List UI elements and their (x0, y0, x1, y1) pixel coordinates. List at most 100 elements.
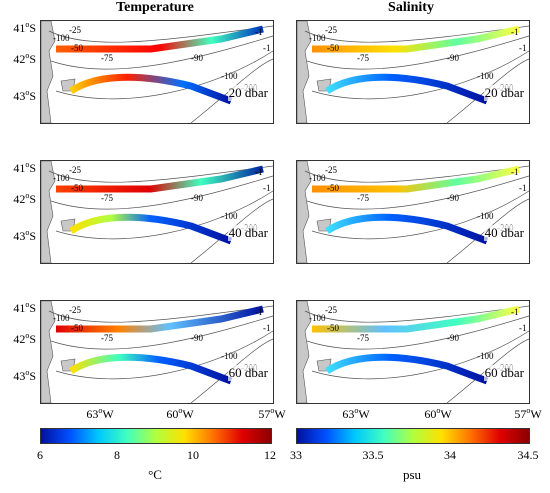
temp-tick: 8 (114, 448, 120, 462)
contour-label: -1 (263, 43, 271, 53)
transect-south (69, 73, 233, 105)
depth-contour (446, 338, 529, 403)
contour-label: -100 (53, 33, 70, 43)
land-mass (297, 301, 312, 403)
contour-label: -90 (191, 53, 203, 63)
depth-contour (55, 50, 273, 100)
contour-label: -50 (71, 183, 83, 193)
contour-label: -50 (71, 43, 83, 53)
depth-contour (304, 305, 529, 323)
depth-contour (311, 50, 529, 100)
contour-label: -75 (101, 53, 113, 63)
temperature-column-title: Temperature (116, 0, 194, 15)
lon-label: 60oW (424, 406, 452, 421)
depth-contour (48, 25, 273, 43)
contour-label: -1 (263, 183, 271, 193)
temp-60-map: -100-50-75-90-100-200-1-1-25 (41, 301, 273, 403)
contour-label: -100 (221, 71, 238, 81)
transect-north (56, 305, 264, 333)
sal-40-map: -100-50-75-90-100-200-1-1-25 (297, 161, 529, 263)
temp-unit: °C (148, 467, 162, 482)
depth-label: 40 dbar (227, 225, 269, 241)
depth-contour (50, 175, 273, 210)
sal-tick: 34.5 (517, 448, 539, 462)
contour-label: -25 (325, 165, 337, 175)
contour-label: -50 (327, 323, 339, 333)
depth-contour (311, 330, 529, 380)
depth-contour (306, 35, 529, 70)
temperature-colorbar (40, 428, 272, 444)
transect-north (312, 165, 520, 193)
land-mass (297, 21, 312, 123)
contour-label: -25 (325, 305, 337, 315)
transect-south (69, 213, 233, 245)
map-panel-sal-40: -100-50-75-90-100-200-1-1-25 40 dbar (296, 160, 530, 264)
lon-label: 57oW (258, 406, 286, 421)
lat-label: 41oS (13, 300, 36, 315)
contour-label: -50 (71, 323, 83, 333)
depth-contour (55, 190, 273, 240)
depth-contour (306, 175, 529, 210)
depth-contour (50, 35, 273, 70)
depth-contour (446, 198, 529, 263)
depth-contour (304, 165, 529, 183)
temp-tick: 10 (187, 448, 199, 462)
contour-label: -100 (221, 351, 238, 361)
sal-60-map: -100-50-75-90-100-200-1-1-25 (297, 301, 529, 403)
lat-label: 42oS (13, 331, 36, 346)
depth-contour (50, 315, 273, 350)
contour-label: -1 (511, 27, 519, 37)
map-panel-temp-40: -100-50-75-90-100-200-1-1-25 40 dbar (40, 160, 274, 264)
map-panel-sal-60: -100-50-75-90-100-200-1-1-25 60 dbar (296, 300, 530, 404)
lon-label: 63oW (86, 406, 114, 421)
contour-label: -1 (511, 307, 519, 317)
contour-label: -75 (357, 53, 369, 63)
transect-north (312, 25, 520, 53)
contour-label: -100 (477, 71, 494, 81)
transect-north (56, 25, 264, 53)
contour-label: -90 (447, 193, 459, 203)
map-panel-sal-20: -100-50-75-90-100-200-1-1-25 20 dbar (296, 20, 530, 124)
contour-label: -25 (69, 25, 81, 35)
transect-south (69, 353, 233, 385)
depth-label: 20 dbar (483, 85, 525, 101)
depth-contour (446, 58, 529, 123)
contour-label: -100 (477, 211, 494, 221)
temp-tick: 12 (264, 448, 276, 462)
contour-label: -1 (255, 167, 263, 177)
transect-north (56, 165, 264, 193)
contour-label: -1 (519, 183, 527, 193)
sal-tick: 33 (290, 448, 302, 462)
depth-label: 20 dbar (227, 85, 269, 101)
transect-south (325, 73, 489, 105)
temp-tick: 6 (37, 448, 43, 462)
sal-20-map: -100-50-75-90-100-200-1-1-25 (297, 21, 529, 123)
land-mass (41, 161, 56, 263)
contour-label: -90 (447, 53, 459, 63)
depth-contour (190, 338, 273, 403)
contour-label: -90 (447, 333, 459, 343)
contour-label: -100 (309, 33, 326, 43)
contour-label: -100 (53, 313, 70, 323)
sal-tick: 34 (444, 448, 456, 462)
depth-contour (190, 198, 273, 263)
depth-contour (55, 330, 273, 380)
salinity-colorbar (296, 428, 530, 444)
contour-label: -75 (101, 193, 113, 203)
contour-label: -75 (357, 193, 369, 203)
contour-label: -90 (191, 333, 203, 343)
depth-contour (306, 315, 529, 350)
contour-label: -100 (309, 313, 326, 323)
lat-label: 42oS (13, 51, 36, 66)
contour-label: -1 (519, 323, 527, 333)
map-panel-temp-20: -100-50-75-90-100-200-1-1-25 20 dbar (40, 20, 274, 124)
contour-label: -25 (69, 165, 81, 175)
contour-label: -100 (309, 173, 326, 183)
depth-contour (48, 165, 273, 183)
temp-40-map: -100-50-75-90-100-200-1-1-25 (41, 161, 273, 263)
transect-south (325, 213, 489, 245)
contour-label: -75 (357, 333, 369, 343)
depth-contour (190, 58, 273, 123)
contour-label: -50 (327, 43, 339, 53)
sal-tick: 33.5 (362, 448, 384, 462)
